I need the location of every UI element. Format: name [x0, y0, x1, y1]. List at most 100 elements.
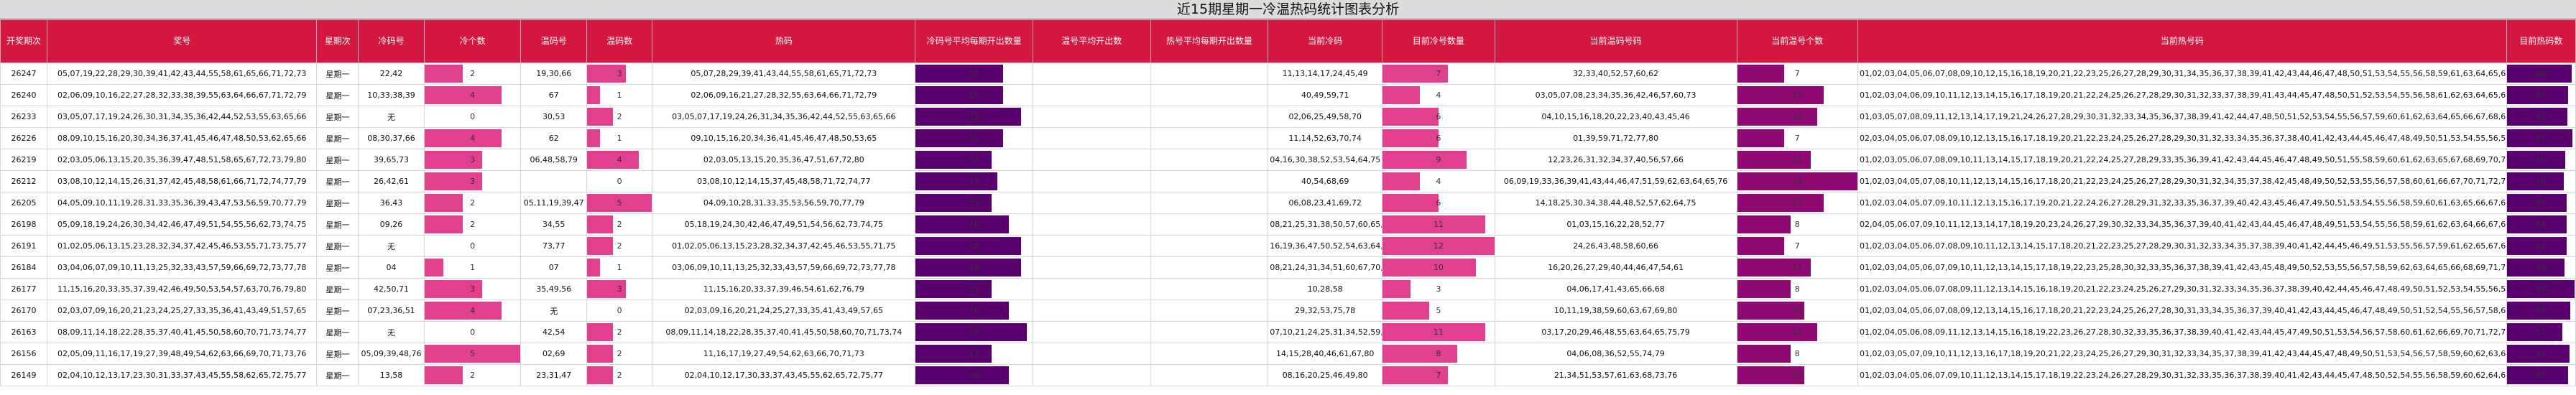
- bar-cell: 6: [1382, 106, 1495, 128]
- bar-value-label: 1: [617, 263, 622, 272]
- bar-cell: 8: [1736, 278, 1859, 300]
- table-cell: 08,21,25,31,38,50,57,60,65,76,80: [1268, 213, 1383, 236]
- bar-value-label: 4: [470, 90, 476, 100]
- current-hot-count-bar: [2507, 151, 2566, 169]
- current-warm-count-bar: [1737, 345, 1791, 363]
- header-cell: 当前冷码: [1268, 19, 1383, 63]
- warm-count-bar: [587, 151, 640, 169]
- table-cell: [1150, 235, 1269, 257]
- bar-cell: 2: [423, 364, 522, 386]
- bar-value-label: 12: [1433, 241, 1444, 251]
- table-cell: 01,02,05,06,13,15,23,28,32,34,37,42,45,4…: [46, 235, 318, 257]
- bar-cell: 1: [586, 127, 653, 149]
- bar-value-label: 11: [1433, 327, 1444, 337]
- table-cell: 星期一: [316, 127, 359, 149]
- bar-value-label: 0: [617, 306, 622, 315]
- bar-value-label: 1: [617, 90, 622, 100]
- cold-count-bar: [425, 86, 502, 104]
- bar-value-label: 57: [2536, 327, 2547, 337]
- table-cell: [1150, 256, 1269, 279]
- bar-value-label: 2: [617, 241, 622, 251]
- bar-value-label: 59: [2536, 263, 2547, 272]
- header-cell: 冷个数: [423, 19, 522, 63]
- table-cell: 19,30,66: [520, 62, 587, 85]
- header-cell: 温码数: [586, 19, 653, 63]
- header-cell: 当前温号个数: [1736, 19, 1859, 63]
- table-cell: 09,10,15,16,20,34,36,41,45,46,47,48,50,5…: [652, 127, 916, 149]
- bar-value-label: 6: [1436, 134, 1441, 143]
- bar-value-label: 13: [969, 284, 979, 294]
- table-cell: 10,28,58: [1268, 278, 1383, 300]
- bar-cell: 11: [1736, 256, 1859, 279]
- bar-cell: 58: [2506, 170, 2576, 192]
- bar-value-label: 2: [470, 198, 476, 208]
- current-hot-count-bar: [2507, 366, 2569, 384]
- bar-value-label: 9: [1436, 155, 1441, 164]
- bar-cell: 3: [423, 149, 522, 171]
- bar-value-label: 18: [969, 112, 979, 121]
- cold-avg-bar: [915, 108, 1021, 126]
- table-cell: [1032, 278, 1151, 300]
- current-hot-count-bar: [2507, 280, 2575, 298]
- bar-value-label: 2: [470, 69, 476, 78]
- current-hot-count-bar: [2507, 259, 2565, 276]
- table-cell: 03,05,07,08,23,34,35,36,42,46,57,60,73: [1494, 84, 1737, 106]
- table-cell: 02,06,25,49,58,70: [1268, 106, 1383, 128]
- bar-cell: 4: [423, 84, 522, 106]
- bar-cell: 12: [1736, 321, 1859, 343]
- warm-count-bar: [587, 194, 652, 212]
- header-cell: 冷码号平均每期开出数量: [915, 19, 1033, 63]
- bar-cell: 7: [1382, 364, 1495, 386]
- table-cell: 05,09,39,48,76: [358, 343, 425, 365]
- header-cell: 开奖期次: [0, 19, 47, 63]
- bar-cell: 18: [1736, 170, 1859, 192]
- bar-value-label: 3: [617, 69, 622, 78]
- table-cell: 无: [358, 321, 425, 343]
- bar-cell: 0: [423, 321, 522, 343]
- table-cell: 08,16,20,25,46,49,80: [1268, 364, 1383, 386]
- header-cell: 温号平均开出数: [1032, 19, 1151, 63]
- table-cell: 62: [520, 127, 587, 149]
- table-cell: 星期一: [316, 213, 359, 236]
- table-cell: 26212: [0, 170, 47, 192]
- bar-cell: 10: [1736, 299, 1859, 322]
- bar-value-label: 8: [1794, 284, 1800, 294]
- table-cell: 26226: [0, 127, 47, 149]
- bar-value-label: 2: [617, 327, 622, 337]
- table-cell: 星期一: [316, 321, 359, 343]
- table-cell: 01,02,03,04,05,06,07,08,09,10,12,15,16,1…: [1857, 62, 2507, 85]
- table-cell: 02,69: [520, 343, 587, 365]
- bar-value-label: 16: [969, 371, 979, 380]
- bar-value-label: 10: [1433, 263, 1444, 272]
- bar-cell: 12: [1736, 106, 1859, 128]
- bar-cell: 11: [1736, 149, 1859, 171]
- bar-value-label: 11: [1792, 263, 1803, 272]
- bar-cell: 7: [1736, 235, 1859, 257]
- bar-value-label: 0: [470, 327, 476, 337]
- cold-avg-bar: [915, 237, 1021, 255]
- table-cell: 03,08,10,12,14,15,37,45,48,58,71,72,74,7…: [652, 170, 916, 192]
- bar-value-label: 19: [969, 327, 979, 337]
- bar-cell: 1: [423, 256, 522, 279]
- table-cell: 07,10,21,24,25,31,34,52,59,67,68: [1268, 321, 1383, 343]
- bar-value-label: 62: [2536, 112, 2547, 121]
- bar-value-label: 5: [1436, 306, 1441, 315]
- table-cell: 12,23,26,31,32,34,37,40,56,57,66: [1494, 149, 1737, 171]
- bar-value-label: 12: [1792, 327, 1803, 337]
- table-row: 26156 02,05,09,11,16,17,19,27,39,48,49,54…: [0, 343, 2576, 365]
- table-cell: [1032, 127, 1151, 149]
- bar-value-label: 2: [617, 349, 622, 358]
- bar-cell: 65: [2506, 299, 2576, 322]
- table-cell: 08,09,11,14,18,22,28,35,37,40,41,45,50,5…: [46, 321, 318, 343]
- bar-value-label: 0: [617, 177, 622, 186]
- bar-cell: 18: [915, 235, 1033, 257]
- table-cell: [1032, 256, 1151, 279]
- table-cell: [1150, 299, 1269, 322]
- table-cell: 04,09,10,28,31,33,35,53,56,59,70,77,79: [652, 192, 916, 214]
- bar-value-label: 65: [2536, 306, 2547, 315]
- bar-cell: 59: [2506, 256, 2576, 279]
- bar-cell: 4: [1382, 84, 1495, 106]
- table-cell: 无: [520, 299, 587, 322]
- table-cell: 05,11,19,39,47: [520, 192, 587, 214]
- table-row: 26177 11,15,16,20,33,35,37,39,42,46,49,50…: [0, 278, 2576, 300]
